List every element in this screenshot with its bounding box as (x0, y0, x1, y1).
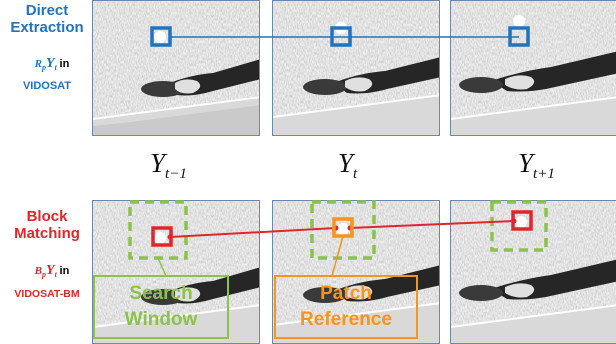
search-window-line1: Search (129, 283, 193, 304)
frame-top-prev-image (93, 1, 259, 135)
frame-top-prev (92, 0, 260, 136)
block-matching-connector-1 (169, 227, 337, 238)
frame-bottom-prev-image (93, 201, 259, 343)
frame-top-next-image (451, 1, 616, 135)
formula-in: in (59, 58, 70, 70)
frame-top-next (450, 0, 616, 136)
direct-extraction-line2: Extraction (10, 19, 84, 37)
patch-box-top-prev (150, 26, 172, 47)
formula-y-bm-sub: t (54, 270, 57, 279)
direct-extraction-line1: Direct (25, 2, 69, 19)
vidosat-bm-label: VIDOSAT-BM (14, 288, 80, 300)
search-window-prev (128, 200, 188, 260)
block-matching-formula: BpYt in (12, 263, 92, 279)
block-matching-label: Block Matching (2, 208, 92, 243)
search-window-text: Search Window (94, 284, 228, 330)
search-window-line2: Window (124, 308, 198, 330)
block-matching-line2: Matching (14, 225, 80, 243)
frame-top-current-image (273, 1, 439, 135)
frame-label-prev-base: Y (150, 148, 166, 178)
frame-label-current: Yt (338, 148, 357, 183)
search-window-next (490, 200, 548, 252)
direct-extraction-formula: RpYt in (12, 56, 92, 72)
search-window-current (310, 200, 376, 260)
formula-r-sub: p (42, 63, 46, 72)
frame-label-prev-sub: t−1 (165, 166, 187, 182)
frame-label-current-sub: t (353, 166, 358, 182)
frame-label-next-sub: t+1 (533, 166, 555, 182)
patch-reference-callout (274, 275, 418, 339)
block-matching-line1: Block (26, 208, 68, 225)
patch-reference-text: Patch Reference (275, 284, 417, 330)
search-window-callout (93, 275, 229, 339)
formula-r: R (34, 58, 42, 70)
patch-reference-line1: Patch (320, 283, 372, 304)
search-window-pointer (157, 257, 167, 277)
frame-bottom-next (450, 200, 616, 344)
frame-label-current-base: Y (338, 148, 354, 178)
formula-y: Y (46, 56, 55, 71)
frame-label-next-base: Y (518, 148, 534, 178)
frame-label-prev: Yt−1 (150, 148, 187, 183)
formula-y-bm: Y (46, 263, 55, 278)
patch-box-top-next (508, 26, 530, 47)
frame-bottom-next-image (451, 201, 616, 343)
direct-extraction-label: Direct Extraction (2, 2, 92, 37)
matched-block-next (511, 210, 533, 231)
vidosat-label: VIDOSAT (22, 80, 72, 92)
matched-block-prev (151, 226, 173, 247)
patch-reference-line2: Reference (300, 308, 392, 330)
formula-b-sub: p (42, 270, 46, 279)
formula-b: B (34, 265, 42, 277)
patch-reference-pointer (331, 235, 344, 277)
frame-top-current (272, 0, 440, 136)
frame-bottom-prev (92, 200, 260, 344)
frame-label-next: Yt+1 (518, 148, 555, 183)
block-matching-connector-2 (349, 220, 515, 229)
patch-box-top-current (330, 26, 352, 47)
formula-y-sub: t (54, 63, 57, 72)
formula-in-bm: in (59, 265, 70, 277)
